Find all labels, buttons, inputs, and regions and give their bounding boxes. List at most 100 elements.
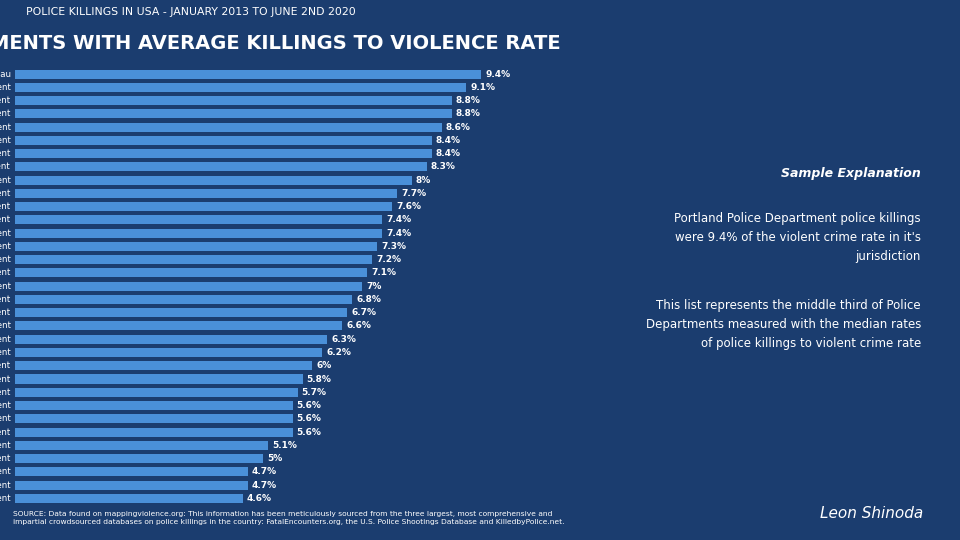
- Text: Jersey City Police Department: Jersey City Police Department: [0, 163, 11, 171]
- Bar: [14, 109, 451, 118]
- Text: 7%: 7%: [366, 282, 381, 291]
- Bar: [14, 189, 396, 198]
- Text: 7.7%: 7.7%: [401, 189, 426, 198]
- Text: Stockton Police Department: Stockton Police Department: [0, 348, 11, 357]
- Text: San Bernardino Police Department: San Bernardino Police Department: [0, 428, 11, 436]
- Text: 6.2%: 6.2%: [326, 348, 351, 357]
- Text: Cincinnati Police Department: Cincinnati Police Department: [0, 335, 11, 344]
- Text: Wichita Police Department: Wichita Police Department: [0, 481, 11, 490]
- Text: 6.8%: 6.8%: [356, 295, 381, 304]
- Text: 8.8%: 8.8%: [455, 96, 480, 105]
- Bar: [14, 454, 263, 463]
- Bar: [14, 228, 382, 238]
- Text: 6.6%: 6.6%: [347, 321, 372, 330]
- Text: St. Paul Police Department: St. Paul Police Department: [0, 83, 11, 92]
- Text: 6.7%: 6.7%: [351, 308, 376, 317]
- Text: 7.2%: 7.2%: [376, 255, 401, 264]
- Bar: [14, 321, 343, 330]
- Text: 5.7%: 5.7%: [301, 388, 326, 397]
- Bar: [14, 268, 367, 278]
- Text: 5.1%: 5.1%: [272, 441, 297, 450]
- Bar: [14, 441, 268, 450]
- Text: San Jose Police Department: San Jose Police Department: [0, 149, 11, 158]
- Bar: [14, 202, 392, 211]
- Bar: [14, 375, 302, 383]
- Bar: [14, 348, 323, 357]
- Text: Louisville Metro Police Department: Louisville Metro Police Department: [0, 215, 11, 225]
- Text: 7.3%: 7.3%: [381, 242, 406, 251]
- Text: Portland Police Bureau: Portland Police Bureau: [0, 70, 11, 79]
- Text: St. Petersburg Police Department: St. Petersburg Police Department: [0, 242, 11, 251]
- Bar: [14, 401, 293, 410]
- Text: SOURCE: Data found on mappingviolence.org: This information has been meticulousl: SOURCE: Data found on mappingviolence.or…: [13, 511, 564, 525]
- Text: 5.8%: 5.8%: [306, 375, 331, 383]
- Text: Leon Shinoda: Leon Shinoda: [820, 505, 923, 521]
- Text: 7.6%: 7.6%: [396, 202, 420, 211]
- Text: 9.4%: 9.4%: [486, 70, 511, 79]
- Text: Anchorage Police Department: Anchorage Police Department: [0, 375, 11, 383]
- Text: POLICE KILLINGS IN USA - JANUARY 2013 TO JUNE 2ND 2020: POLICE KILLINGS IN USA - JANUARY 2013 TO…: [26, 6, 356, 17]
- Text: 7.4%: 7.4%: [386, 228, 411, 238]
- Text: 5.6%: 5.6%: [297, 428, 322, 436]
- Text: Baton Rouge Police Department: Baton Rouge Police Department: [0, 308, 11, 317]
- Bar: [14, 494, 243, 503]
- Text: 5.6%: 5.6%: [297, 414, 322, 423]
- Bar: [14, 163, 426, 171]
- Text: Tampa Police Department: Tampa Police Department: [0, 321, 11, 330]
- Bar: [14, 481, 248, 490]
- Bar: [14, 282, 362, 291]
- Text: 7.4%: 7.4%: [386, 215, 411, 225]
- Bar: [14, 215, 382, 225]
- Bar: [14, 361, 313, 370]
- Bar: [14, 414, 293, 423]
- Text: Durham Police Department: Durham Police Department: [0, 454, 11, 463]
- Bar: [14, 123, 442, 132]
- Text: 8.4%: 8.4%: [436, 136, 461, 145]
- Bar: [14, 242, 377, 251]
- Text: Omaha Police Department: Omaha Police Department: [0, 136, 11, 145]
- Text: 8.3%: 8.3%: [431, 163, 456, 171]
- Text: Riverside Police Department: Riverside Police Department: [0, 228, 11, 238]
- Text: Plano Police Department: Plano Police Department: [0, 295, 11, 304]
- Text: Kansas City Police Department: Kansas City Police Department: [0, 401, 11, 410]
- Text: 6%: 6%: [317, 361, 332, 370]
- Bar: [14, 467, 248, 476]
- Text: 8%: 8%: [416, 176, 431, 185]
- Text: North Las Vegas Police Department: North Las Vegas Police Department: [0, 467, 11, 476]
- Bar: [14, 96, 451, 105]
- Text: Albuquerque Police Department: Albuquerque Police Department: [0, 202, 11, 211]
- Text: This list represents the middle third of Police
Departments measured with the me: This list represents the middle third of…: [645, 299, 921, 349]
- Text: POLICE DEPARTMENTS WITH AVERAGE KILLINGS TO VIOLENCE RATE: POLICE DEPARTMENTS WITH AVERAGE KILLINGS…: [0, 34, 561, 53]
- Bar: [14, 255, 372, 264]
- Text: 8.4%: 8.4%: [436, 149, 461, 158]
- Bar: [14, 83, 467, 92]
- Bar: [14, 70, 481, 79]
- Text: 4.6%: 4.6%: [247, 494, 272, 503]
- Text: Hialeah Police Department: Hialeah Police Department: [0, 110, 11, 118]
- Text: 6.3%: 6.3%: [331, 335, 356, 344]
- Text: Los Angeles Police Department: Los Angeles Police Department: [0, 268, 11, 278]
- Bar: [14, 308, 348, 317]
- Text: 8.6%: 8.6%: [445, 123, 470, 132]
- Text: 9.1%: 9.1%: [470, 83, 495, 92]
- Text: Charlotte-Mecklenburg Police Department: Charlotte-Mecklenburg Police Department: [0, 441, 11, 450]
- Text: Newark Police Department: Newark Police Department: [0, 388, 11, 397]
- Bar: [14, 149, 432, 158]
- Text: San Antonio Police Department: San Antonio Police Department: [0, 255, 11, 264]
- Text: 8.8%: 8.8%: [455, 110, 480, 118]
- Bar: [14, 176, 412, 185]
- Bar: [14, 335, 327, 344]
- Text: Las Vegas Metropolitan Police Department: Las Vegas Metropolitan Police Department: [0, 282, 11, 291]
- Text: 5%: 5%: [267, 454, 282, 463]
- Text: 7.1%: 7.1%: [372, 268, 396, 278]
- Text: San Diego Police Department: San Diego Police Department: [0, 176, 11, 185]
- Text: El Paso Police Department: El Paso Police Department: [0, 96, 11, 105]
- Text: 4.7%: 4.7%: [252, 467, 277, 476]
- Text: Portland Police Department police killings
were 9.4% of the violent crime rate i: Portland Police Department police killin…: [674, 212, 921, 264]
- Bar: [14, 136, 432, 145]
- Bar: [14, 388, 298, 397]
- Text: Dallas Police Department: Dallas Police Department: [0, 361, 11, 370]
- Text: Sample Explanation: Sample Explanation: [781, 167, 921, 180]
- Text: Seattle Police Department: Seattle Police Department: [0, 189, 11, 198]
- Bar: [14, 295, 352, 304]
